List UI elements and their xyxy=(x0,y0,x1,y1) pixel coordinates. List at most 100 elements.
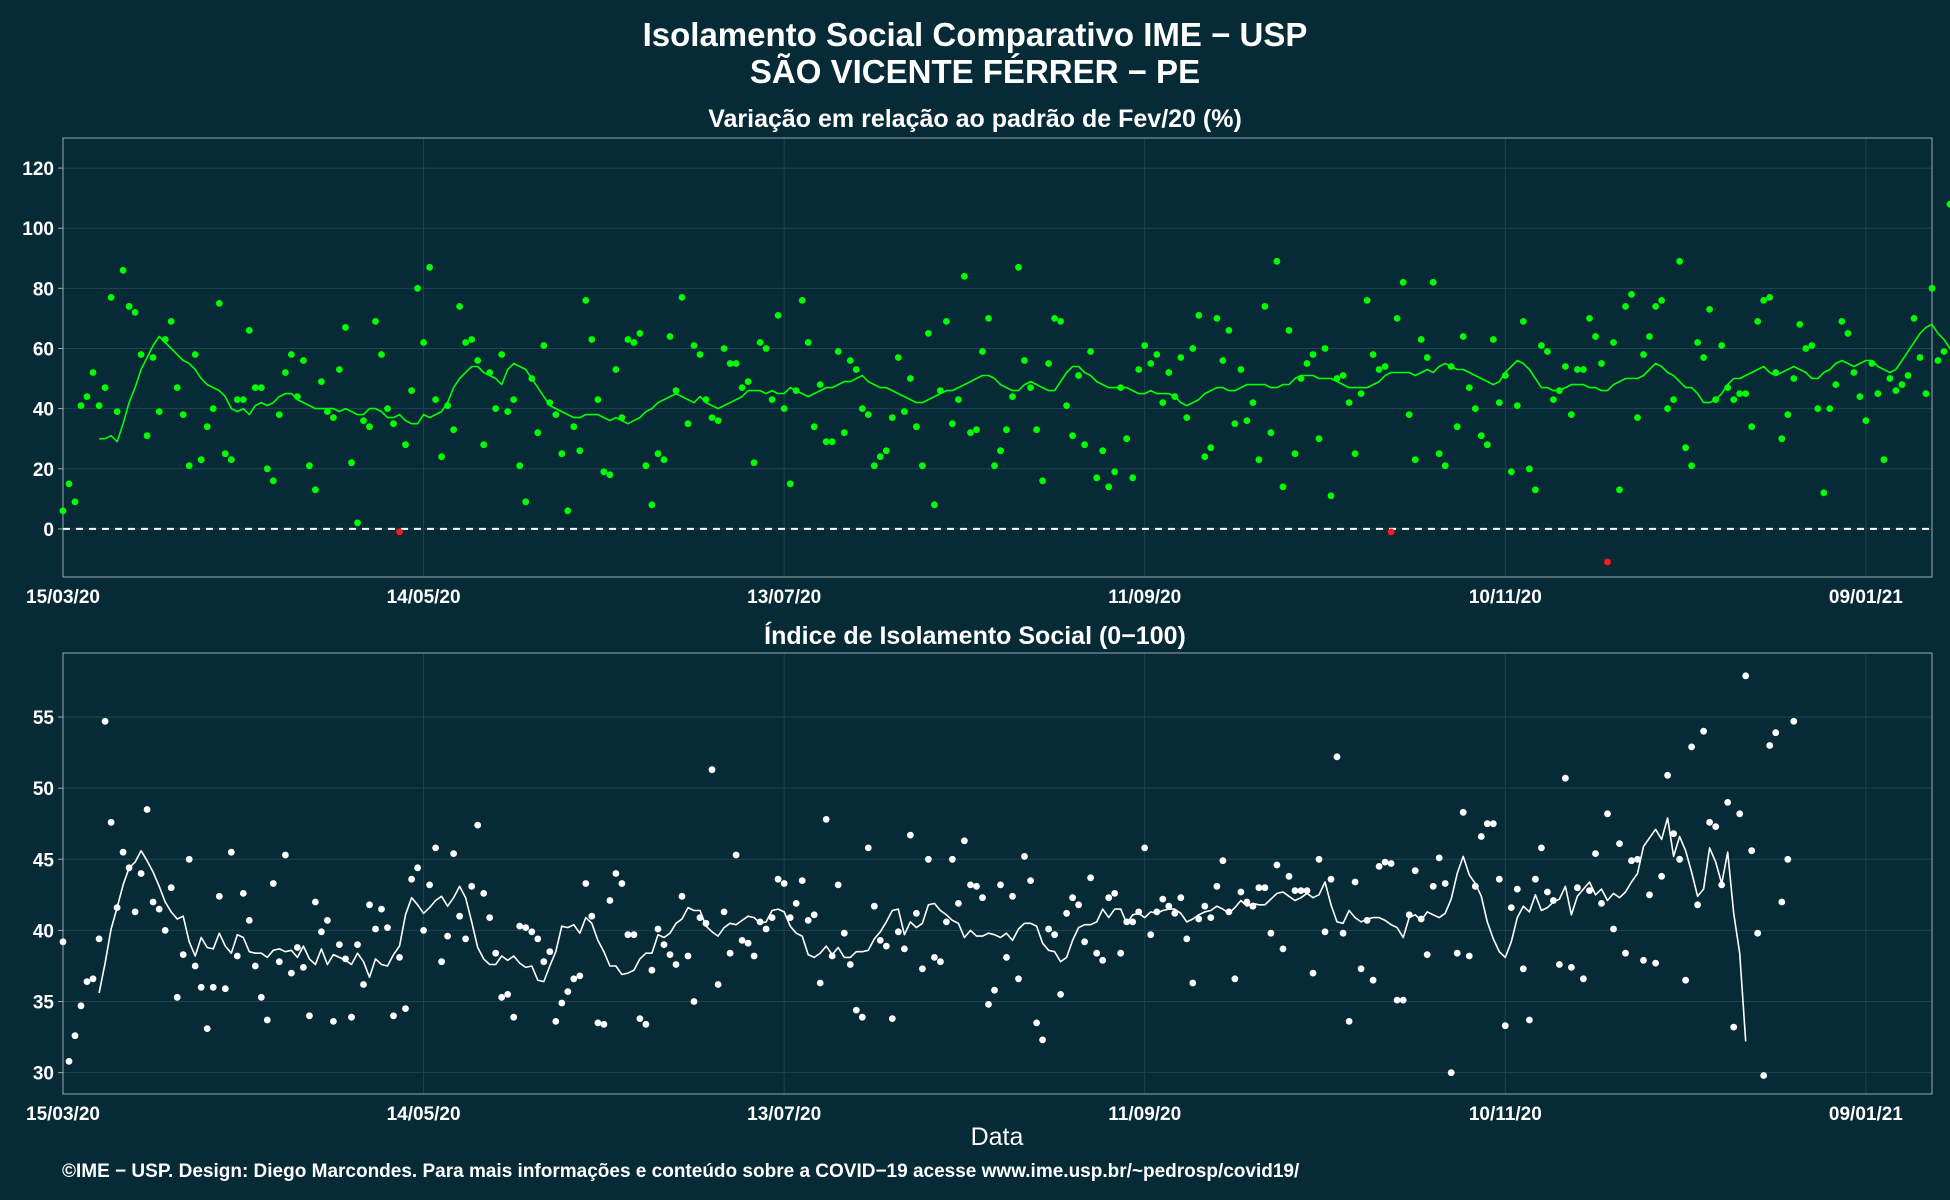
data-point xyxy=(306,462,313,470)
data-point xyxy=(510,1013,518,1021)
data-point xyxy=(450,426,457,434)
data-point xyxy=(1033,1019,1040,1027)
data-point xyxy=(1700,727,1707,735)
data-point xyxy=(1165,369,1173,376)
data-point xyxy=(89,369,97,376)
data-point xyxy=(300,964,307,971)
data-point xyxy=(1321,345,1329,352)
data-point xyxy=(780,405,788,412)
data-point xyxy=(576,972,584,980)
data-point xyxy=(882,447,890,455)
data-point xyxy=(1075,901,1082,909)
data-point xyxy=(925,855,932,863)
data-point xyxy=(396,954,403,961)
data-point xyxy=(1267,929,1275,937)
data-point xyxy=(420,339,427,346)
data-point xyxy=(1027,877,1034,884)
data-point xyxy=(1255,456,1263,464)
data-point xyxy=(804,917,812,924)
data-point xyxy=(1766,294,1774,301)
y-tick-label: 55 xyxy=(33,708,55,729)
data-point xyxy=(624,931,632,939)
data-point xyxy=(534,429,542,437)
data-point xyxy=(251,384,259,391)
data-point xyxy=(1670,830,1677,838)
y-tick-label: 20 xyxy=(33,460,54,481)
data-point xyxy=(1093,949,1101,957)
data-point xyxy=(173,993,181,1001)
data-point xyxy=(245,327,253,334)
y-tick-label: 45 xyxy=(33,850,55,871)
y-tick-label: 30 xyxy=(33,1064,54,1085)
data-point xyxy=(1231,975,1239,983)
data-point xyxy=(1832,381,1840,388)
data-point xyxy=(1483,820,1491,828)
data-point xyxy=(1622,303,1629,310)
data-point xyxy=(1039,1036,1046,1044)
data-point xyxy=(756,339,764,346)
data-point xyxy=(119,266,127,274)
data-point xyxy=(1676,257,1683,265)
data-point xyxy=(474,357,482,364)
data-point xyxy=(1495,399,1503,406)
data-point xyxy=(1033,426,1040,434)
data-point xyxy=(1550,396,1557,403)
data-point xyxy=(1015,263,1022,271)
data-point xyxy=(504,408,512,415)
data-point xyxy=(1375,863,1383,870)
data-point xyxy=(708,414,716,421)
data-point xyxy=(1207,444,1215,452)
data-point xyxy=(474,821,482,829)
data-point xyxy=(522,924,530,931)
moving-average-line xyxy=(98,817,1747,1042)
data-point xyxy=(1616,840,1623,847)
x-tick-label: 13/07/20 xyxy=(747,1104,821,1125)
data-point xyxy=(997,881,1004,889)
data-point xyxy=(1147,931,1155,939)
credit-line: ©IME − USP. Design: Diego Marcondes. Par… xyxy=(62,1161,1300,1182)
data-point xyxy=(480,441,488,449)
data-point xyxy=(582,880,590,887)
data-point xyxy=(269,880,277,887)
data-point xyxy=(149,354,157,361)
data-point xyxy=(456,303,463,310)
data-point xyxy=(1381,363,1389,370)
data-point xyxy=(1153,351,1161,358)
data-point xyxy=(1369,976,1377,984)
data-point xyxy=(1459,808,1467,816)
data-point xyxy=(221,450,229,458)
data-point xyxy=(870,902,878,910)
data-point xyxy=(131,908,139,916)
data-point xyxy=(480,890,488,897)
data-point xyxy=(318,378,325,385)
data-point xyxy=(456,912,463,920)
data-point xyxy=(1790,717,1798,725)
data-point xyxy=(973,426,980,434)
data-point xyxy=(1303,360,1311,367)
data-point xyxy=(684,952,692,960)
data-point xyxy=(1393,996,1401,1004)
data-point xyxy=(1688,743,1695,751)
data-point xyxy=(1706,306,1713,313)
data-point xyxy=(1045,360,1052,367)
data-point xyxy=(161,927,169,934)
data-point xyxy=(1099,447,1107,455)
data-point xyxy=(245,917,253,924)
data-point xyxy=(1712,823,1720,830)
data-point xyxy=(348,1013,355,1021)
x-tick-label: 15/03/20 xyxy=(26,587,100,608)
data-point xyxy=(1261,303,1269,310)
data-point xyxy=(1742,390,1750,397)
data-point xyxy=(1129,918,1137,926)
data-point xyxy=(1916,354,1924,361)
data-point xyxy=(654,925,662,933)
data-point xyxy=(462,935,469,943)
data-point xyxy=(1447,1069,1455,1077)
data-point xyxy=(1874,390,1882,397)
data-point xyxy=(1327,875,1335,883)
data-point xyxy=(1249,399,1257,406)
data-point xyxy=(95,935,103,943)
data-point xyxy=(594,1019,602,1027)
figure-title: Isolamento Social Comparativo IME − USP xyxy=(643,16,1308,53)
data-point xyxy=(648,966,656,974)
